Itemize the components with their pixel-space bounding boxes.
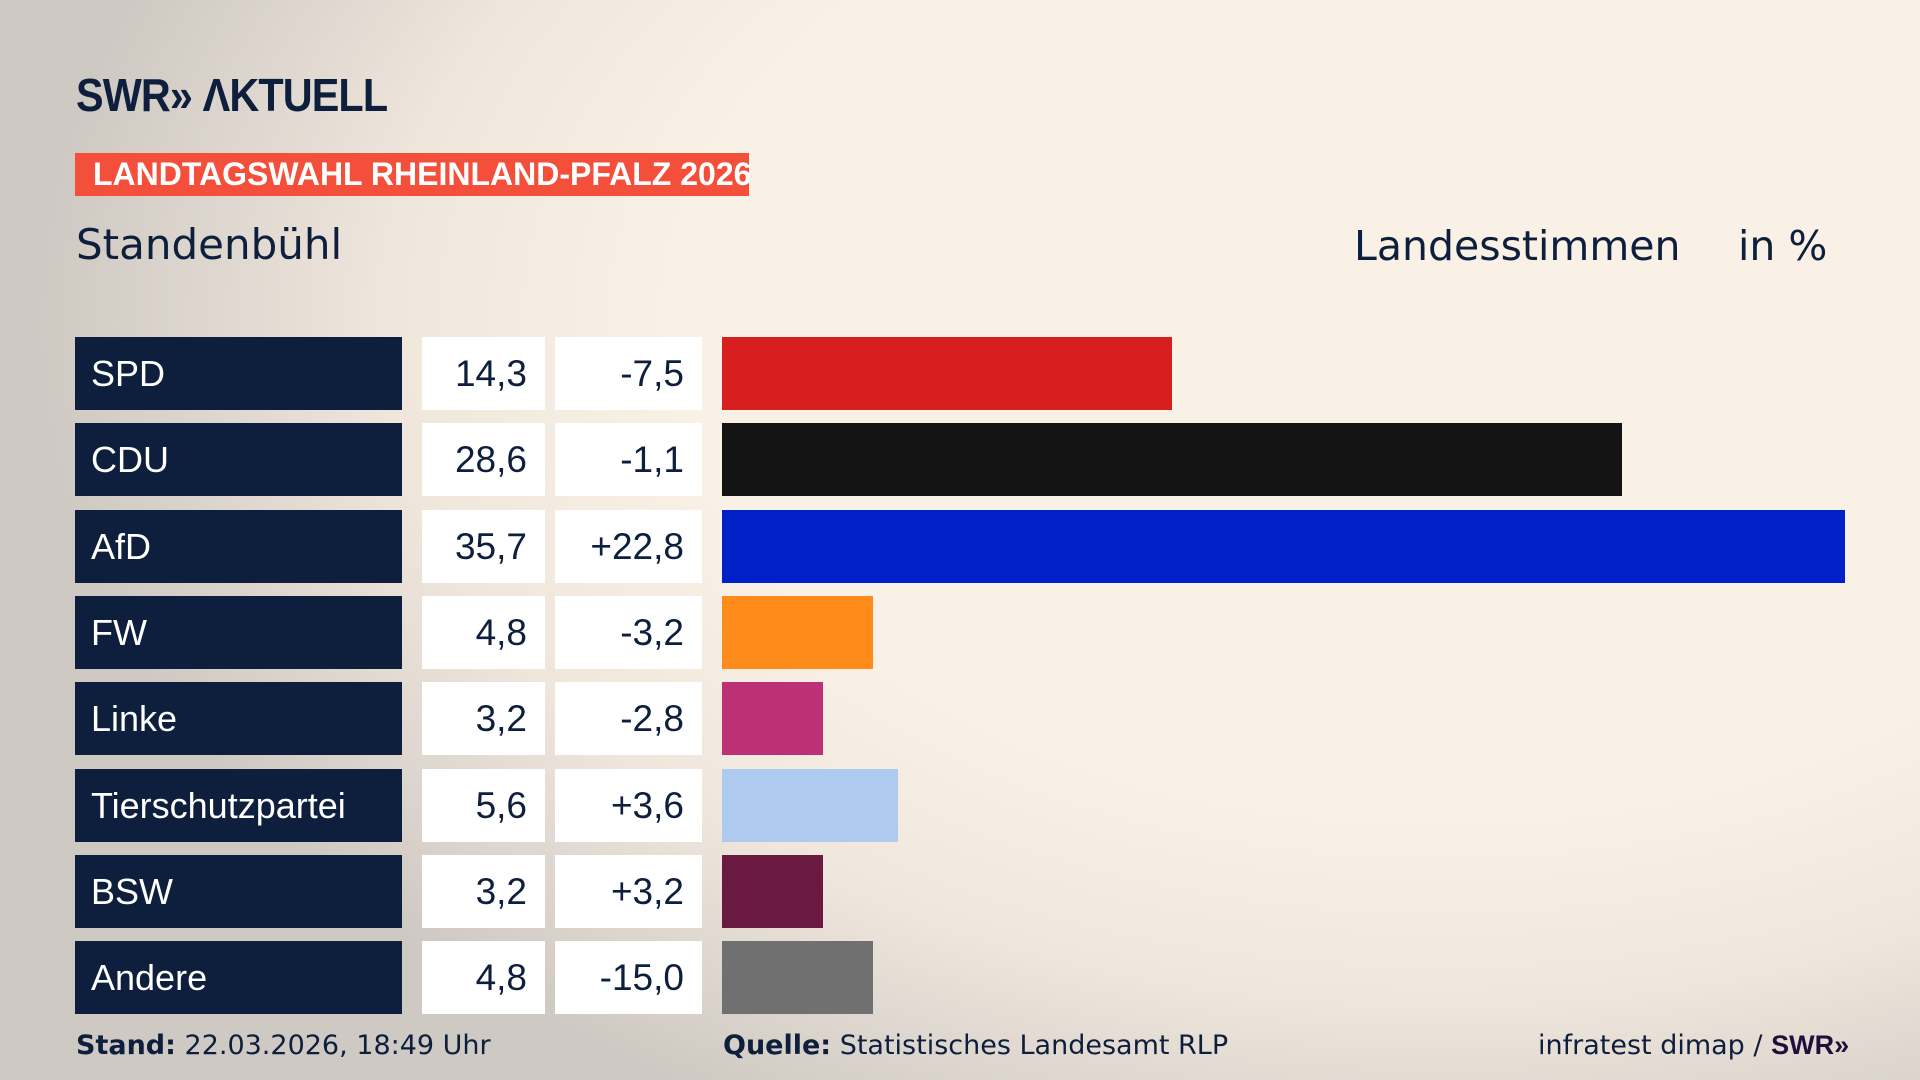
party-name: FW xyxy=(75,595,402,669)
party-row: FW 4,8 -3,2 xyxy=(75,595,1875,669)
party-row: CDU 28,6 -1,1 xyxy=(75,423,1875,497)
party-row: BSW 3,2 +3,2 xyxy=(75,854,1875,928)
vote-share: 4,8 xyxy=(422,941,545,1015)
party-row: Andere 4,8 -15,0 xyxy=(75,941,1875,1015)
party-name: BSW xyxy=(75,854,402,928)
party-name: Andere xyxy=(75,941,402,1015)
place-title: Standenbühl xyxy=(76,220,343,269)
vote-share: 14,3 xyxy=(422,337,545,410)
vote-change: +3,6 xyxy=(555,768,702,842)
vote-change: -1,1 xyxy=(555,423,702,497)
source-label: Quelle: xyxy=(723,1030,832,1061)
source: Quelle: Statistisches Landesamt RLP xyxy=(723,1030,1228,1061)
source-value: Statistisches Landesamt RLP xyxy=(839,1030,1229,1061)
vote-change: -3,2 xyxy=(555,595,702,669)
timestamp: Stand: 22.03.2026, 18:49 Uhr xyxy=(76,1030,491,1061)
party-row: Linke 3,2 -2,8 xyxy=(75,682,1875,756)
credit: infratest dimap / SWR» xyxy=(1538,1030,1849,1061)
vote-change: -15,0 xyxy=(555,941,702,1015)
vote-change: -7,5 xyxy=(555,337,702,410)
vote-share: 35,7 xyxy=(422,509,545,583)
unit-label: in % xyxy=(1738,222,1828,270)
vote-share: 3,2 xyxy=(422,682,545,756)
vote-share: 5,6 xyxy=(422,768,545,842)
party-name: Linke xyxy=(75,682,402,756)
bar-bsw xyxy=(722,854,823,928)
vote-change: +3,2 xyxy=(555,854,702,928)
bar-afd xyxy=(722,509,1845,583)
measure-label: Landesstimmen xyxy=(1354,222,1681,270)
stand-label: Stand: xyxy=(76,1030,176,1061)
swr-logo: SWR» xyxy=(1771,1030,1850,1060)
bar-andere xyxy=(722,941,873,1015)
bar-linke xyxy=(722,682,823,756)
bar-spd xyxy=(722,337,1172,410)
bar-tierschutzpartei xyxy=(722,768,899,842)
party-row: AfD 35,7 +22,8 xyxy=(75,509,1875,583)
credit-text: infratest dimap / xyxy=(1538,1030,1772,1061)
vote-share: 4,8 xyxy=(422,595,545,669)
bar-cdu xyxy=(722,423,1622,497)
party-row: Tierschutzpartei 5,6 +3,6 xyxy=(75,768,1875,842)
vote-share: 3,2 xyxy=(422,854,545,928)
party-name: AfD xyxy=(75,509,402,583)
vote-change: -2,8 xyxy=(555,682,702,756)
election-banner: LANDTAGSWAHL RHEINLAND-PFALZ 2026 xyxy=(75,153,751,196)
party-name: SPD xyxy=(75,337,402,410)
party-name: CDU xyxy=(75,423,402,497)
vote-change: +22,8 xyxy=(555,509,702,583)
swr-aktuell-logo: SWR» ΛKTUELL xyxy=(76,69,388,121)
bar-fw xyxy=(722,595,873,669)
stand-value: 22.03.2026, 18:49 Uhr xyxy=(184,1030,491,1061)
party-row: SPD 14,3 -7,5 xyxy=(75,337,1875,410)
party-name: Tierschutzpartei xyxy=(75,768,402,842)
vote-share: 28,6 xyxy=(422,423,545,497)
